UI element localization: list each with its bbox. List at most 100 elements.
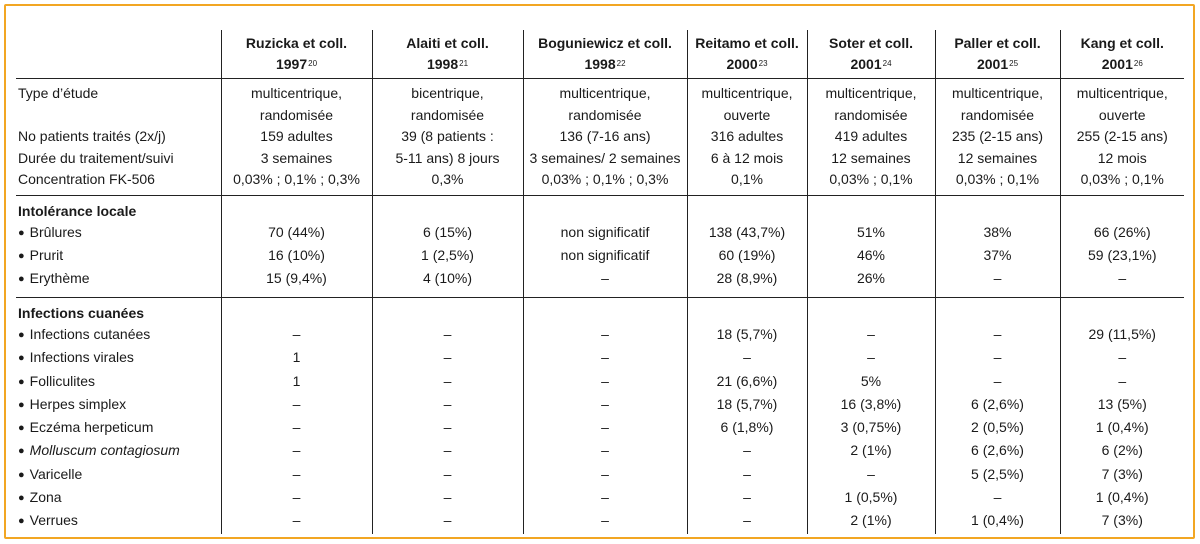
table-cell: – xyxy=(220,487,372,511)
characteristic-value: randomisée xyxy=(568,106,642,123)
table-cell: 4 (10%) xyxy=(371,268,523,298)
row-label: Molluscum contagiosum xyxy=(16,440,221,463)
table-cell: – xyxy=(522,393,687,418)
column-header: Soter et coll. 200124 xyxy=(806,30,935,79)
table-cell: 1 (0,4%) xyxy=(934,510,1060,534)
header-row: Ruzicka et coll. 199720 Alaiti et coll. 199… xyxy=(16,30,1184,79)
reference-number: 25 xyxy=(1009,59,1019,68)
italic-label: Molluscum contagiosum xyxy=(29,442,180,459)
table-cell: – xyxy=(371,370,523,394)
row-label-text: Brûlures xyxy=(18,224,82,240)
year-text: 2001 xyxy=(850,56,882,72)
year-text: 1998 xyxy=(426,56,459,72)
year-text: 1998 xyxy=(584,56,616,72)
table-cell: – xyxy=(220,440,372,464)
row-label: Verrues xyxy=(16,510,221,533)
characteristic-value: 235 (2-15 ans) xyxy=(951,128,1044,144)
characteristic-value: 6 à 12 mois xyxy=(710,149,784,166)
characteristic-value: 0,03% ; 0,1% xyxy=(1080,171,1164,187)
table-cell: 37% xyxy=(934,245,1060,269)
table-cell: – xyxy=(934,268,1060,298)
section-title: Intolérance locale xyxy=(16,194,221,222)
empty-cell xyxy=(1059,194,1184,222)
table-cell: – xyxy=(220,510,372,534)
table-row: Varicelle–––––5 (2,5%)7 (3%) xyxy=(16,463,1184,488)
table-cell: – xyxy=(371,510,523,534)
table-cell: – xyxy=(522,347,687,371)
row-label-text: Varicelle xyxy=(18,466,83,482)
table-cell: 16 (10%) xyxy=(220,245,372,269)
study-name: Ruzicka et coll. xyxy=(245,35,348,51)
section-header-row: Intolérance locale xyxy=(16,194,1184,222)
table-cell: 18 (5,7%) xyxy=(686,393,807,418)
study-year: 199822 xyxy=(526,54,685,75)
table-cell: – xyxy=(1059,347,1184,371)
table-cell: 3 (0,75%) xyxy=(806,417,935,441)
table-cell: – xyxy=(371,487,523,511)
table-cell: – xyxy=(371,463,523,488)
table-cell: 2 (0,5%) xyxy=(934,417,1060,441)
row-label: Zona xyxy=(16,487,221,510)
table-cell: – xyxy=(686,463,807,488)
characteristic-value: 5-11 ans) 8 jours xyxy=(395,149,500,166)
reference-number: 22 xyxy=(616,59,626,68)
study-cell: multicentrique, randomisée 419 adultes 12 s… xyxy=(806,78,935,195)
table-cell: – xyxy=(934,370,1060,394)
table-cell: – xyxy=(934,487,1060,511)
study-name: Boguniewicz et coll. xyxy=(538,35,672,51)
study-name: Paller et coll. xyxy=(954,35,1041,51)
characteristic-value: 136 (7-16 ans) xyxy=(559,128,651,144)
table-cell: 13 (5%) xyxy=(1059,393,1184,418)
table-cell: 1 (0,4%) xyxy=(1059,487,1184,511)
year-text: 2000 xyxy=(726,56,758,72)
row-label-text: Verrues xyxy=(18,512,78,528)
table-cell: non significatif xyxy=(522,221,687,246)
study-year: 200125 xyxy=(938,54,1058,75)
table-row: Zona––––1 (0,5%)–1 (0,4%) xyxy=(16,487,1184,511)
table-cell: – xyxy=(522,417,687,441)
table-cell: 29 (11,5%) xyxy=(1059,323,1184,348)
characteristic-value: 0,03% ; 0,1% xyxy=(829,171,913,187)
table-cell: – xyxy=(1059,370,1184,394)
row-label: Folliculites xyxy=(16,371,221,394)
row-label: Eczéma herpeticum xyxy=(16,417,221,440)
row-label: Brûlures xyxy=(16,222,221,245)
characteristic-value: multicentrique, xyxy=(951,85,1044,101)
table-cell: – xyxy=(371,440,523,464)
table-cell: – xyxy=(371,393,523,418)
characteristic-value: multicentrique, xyxy=(825,85,917,101)
table-cell: 1 xyxy=(220,347,372,371)
results-table: Ruzicka et coll. 199720 Alaiti et coll. 199… xyxy=(16,30,1184,534)
study-year: 200126 xyxy=(1063,54,1183,75)
year-text: 2001 xyxy=(1101,56,1133,72)
table-cell: 60 (19%) xyxy=(686,245,807,269)
study-year: 199821 xyxy=(375,54,521,75)
table-cell: – xyxy=(522,370,687,394)
table-cell: 18 (5,7%) xyxy=(686,323,807,348)
table-cell: – xyxy=(686,347,807,371)
study-name: Alaiti et coll. xyxy=(406,35,489,51)
table-cell: 66 (26%) xyxy=(1059,221,1184,246)
table-cell: 38% xyxy=(934,221,1060,246)
row-label-text: Molluscum contagiosum xyxy=(18,442,180,458)
study-name: Soter et coll. xyxy=(828,35,914,51)
row-label-text: Herpes simplex xyxy=(18,396,126,412)
study-year: 200023 xyxy=(690,54,805,75)
table-cell: 51% xyxy=(806,221,935,246)
table-cell: – xyxy=(1059,268,1184,298)
characteristic-value: 316 adultes xyxy=(710,128,784,144)
study-year: 200124 xyxy=(810,54,933,75)
table-cell: – xyxy=(934,347,1060,371)
column-header: Boguniewicz et coll. 199822 xyxy=(522,30,687,79)
characteristic-value: 3 semaines/ 2 semaines xyxy=(529,149,681,166)
row-label-text: Infections virales xyxy=(18,349,134,365)
section-title: Infections cuanées xyxy=(16,296,221,324)
table-row: Molluscum contagiosum––––2 (1%)6 (2,6%)6… xyxy=(16,440,1184,464)
year-text: 1997 xyxy=(275,56,308,72)
table-cell: – xyxy=(686,487,807,511)
table-cell: – xyxy=(934,323,1060,348)
empty-cell xyxy=(371,194,523,222)
study-cell: bicentrique, randomisée 39 (8 patients : 5-… xyxy=(371,78,523,195)
characteristic-value: 255 (2-15 ans) xyxy=(1076,128,1168,144)
characteristic-value: randomisée xyxy=(410,106,485,123)
